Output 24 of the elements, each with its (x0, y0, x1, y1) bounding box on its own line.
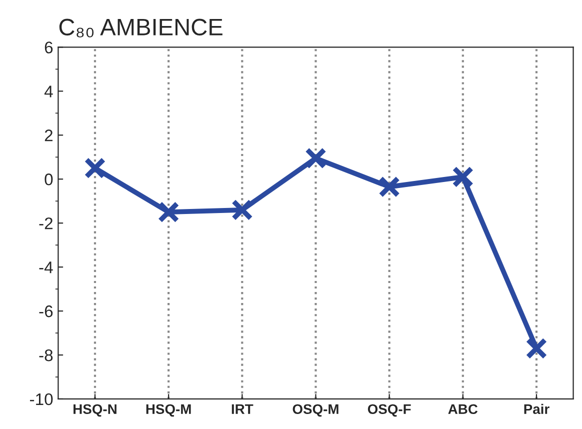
point (378, 176, 400, 198)
y-tick-label: -2 (39, 217, 53, 230)
y-tick-label: 6 (44, 42, 53, 54)
x-tick-label: IRT (232, 404, 254, 414)
point (526, 338, 548, 360)
y-tick-label: 0 (44, 174, 53, 186)
y-tick-label: -6 (39, 305, 53, 318)
x-tick-label: OSQ-F (368, 404, 411, 417)
x-tick-label: ABC (448, 404, 478, 414)
x-tick-label: HSQ-N (74, 404, 116, 417)
x-tick-label: HSQ-M (146, 404, 191, 417)
chart-title: C₈₀ AMBIENCE (59, 18, 222, 38)
y-tick-label: -10 (30, 393, 53, 406)
point (84, 157, 106, 179)
point (158, 201, 180, 223)
point (304, 147, 326, 169)
x-tick-label: Pair (524, 404, 550, 414)
point (452, 166, 474, 188)
y-tick-label: 4 (44, 86, 53, 98)
point (231, 199, 253, 221)
y-tick-label: 2 (44, 130, 53, 142)
y-tick-label: -8 (39, 349, 53, 362)
x-tick-label: OSQ-M (292, 404, 338, 417)
y-tick-label: -4 (39, 262, 53, 274)
